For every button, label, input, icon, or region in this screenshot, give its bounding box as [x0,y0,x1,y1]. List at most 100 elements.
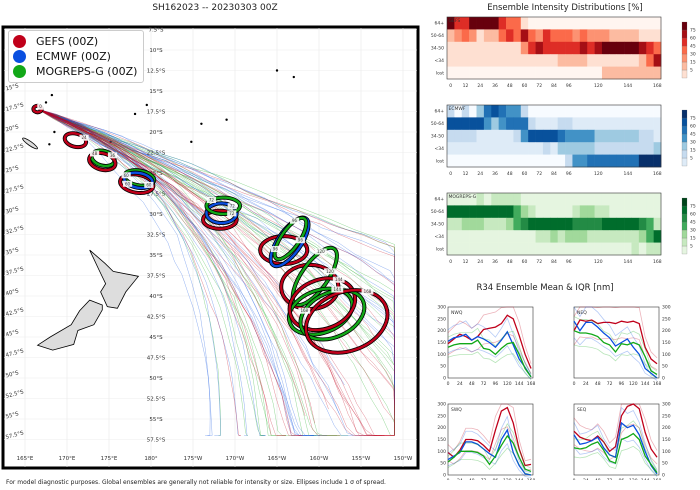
ensemble-track [37,108,395,436]
legend-item-gefs: GEFS (00Z) [13,34,137,49]
island [275,69,279,72]
colorbar-segment [681,221,688,231]
x-tick-label: 0 [449,83,452,89]
heatmap-cell [616,242,625,256]
heatmap-cell [469,17,477,30]
heatmap-cell [513,105,522,118]
heatmap-cell [506,54,514,67]
colorbar-segment [681,157,688,167]
ensemble-track [37,108,303,436]
ensemble-track [37,108,306,417]
heatmap-cell [609,129,618,143]
heatmap-cell [498,17,507,30]
ensemble-track [37,108,395,339]
heatmap-cell [601,193,610,206]
row-label: lost [436,70,444,76]
ensemble-track [37,108,395,348]
forecast-hour-label: 96 [292,218,298,223]
heatmap-cell [557,205,566,219]
heatmap-cell [572,129,581,143]
iqr-line [573,420,658,470]
mean-line [447,330,532,378]
heatmap-cell [550,66,558,80]
heatmap-cell [528,41,536,55]
heatmap-cell [476,142,485,155]
ensemble-track [37,108,395,342]
heatmap-cell [535,41,544,55]
heatmap-cell [646,117,654,131]
x-tick-label: 144 [623,83,632,89]
heatmap-cell [513,41,522,55]
heatmap-cell [609,54,618,67]
x-tick-label: 120 [594,259,603,265]
heatmap-cell [594,205,603,219]
iqr-line [573,406,658,472]
x-tick-label: 168 [653,171,662,177]
heatmap-cell [624,217,632,231]
heatmap-cell [624,17,632,30]
quadrant-label: NWQ [451,310,463,316]
heatmap-cell [535,242,544,256]
heatmap-cell [506,41,514,55]
heatmap-cell [498,54,507,67]
forecast-hour-label: 60 [124,173,130,178]
ensemble-track [37,108,395,429]
heatmap-cell [594,142,603,155]
ensemble-track [37,108,349,436]
hour-label-bg [107,152,118,159]
x-tick-label: 72 [536,259,542,265]
heatmap-cell [587,54,595,67]
lat-tick-label-left: 40°S [5,288,20,297]
colorbar-segment [681,133,688,143]
heatmap-cell [624,142,632,155]
heatmap-cell [506,217,514,231]
quadrant-label: SEQ [577,407,587,413]
heatmap-cell [646,193,654,206]
heatmap-cell [653,117,662,131]
heatmap-cell [469,54,477,67]
heatmap-cell [491,66,499,80]
hour-label-bg [289,217,300,224]
map-frame [1,25,420,470]
heatmap-cell [631,17,640,30]
forecast-hour-label: 96 [298,238,304,243]
island [48,143,51,146]
heatmap-cell [483,205,492,219]
colorbar-tick-label: 75 [690,204,696,210]
hour-label-bg [79,134,89,141]
y-tick-label: 50 [440,364,446,370]
ensemble-track [37,108,266,436]
heatmap-cell [498,41,507,55]
heatmap-cell [469,142,477,155]
ensemble-track [37,108,395,357]
ensemble-track [37,108,395,385]
lat-tick-label: 12.5°S [147,69,166,75]
heatmap-cell [646,29,654,43]
heatmap-cell [461,66,470,80]
heatmap-cell [594,117,603,131]
ensemble-track [37,108,221,436]
x-tick-label: 168 [527,478,536,480]
x-tick-label: 48 [595,478,601,480]
x-tick-label: 72 [536,83,542,89]
colorbar-segment [681,205,688,215]
heatmap-cell [594,105,603,118]
heatmap-cell [550,242,558,256]
x-tick-label: 96 [566,259,572,265]
heatmap-cell [483,17,492,30]
heatmap-cell [542,105,551,118]
heatmap-cell [542,129,551,143]
heatmap-cell [491,154,499,168]
forecast-hour-label: 144 [335,277,343,282]
ensemble-track [37,108,354,436]
heatmap-cell [542,242,551,256]
mean-line [573,421,658,475]
heatmap-cell [594,217,603,231]
x-tick-label: 96 [566,171,572,177]
colorbar-tick-label: 75 [690,28,696,34]
forecast-hour-label: 72 [229,211,235,216]
heatmap-cell [587,217,595,231]
colorbar-tick-label: 30 [690,228,696,234]
heatmap-cell [476,217,485,231]
island [53,130,56,134]
